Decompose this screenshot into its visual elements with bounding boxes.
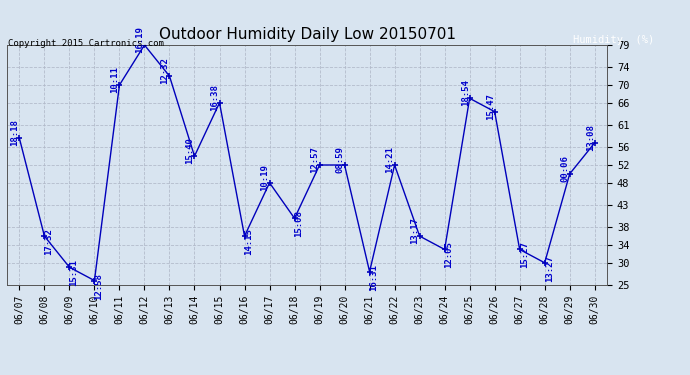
Text: 13:08: 13:08 — [586, 124, 595, 151]
Text: 12:57: 12:57 — [310, 146, 319, 173]
Text: 15:40: 15:40 — [186, 137, 195, 164]
Text: 12:58: 12:58 — [95, 273, 103, 300]
Text: 12:32: 12:32 — [161, 57, 170, 84]
Text: 08:59: 08:59 — [335, 146, 344, 173]
Text: 10:11: 10:11 — [110, 66, 119, 93]
Title: Outdoor Humidity Daily Low 20150701: Outdoor Humidity Daily Low 20150701 — [159, 27, 455, 42]
Text: 14:15: 14:15 — [244, 228, 253, 255]
Text: Copyright 2015 Cartronics.com: Copyright 2015 Cartronics.com — [8, 39, 164, 48]
Text: 18:18: 18:18 — [10, 119, 19, 146]
Text: 12:05: 12:05 — [444, 242, 453, 268]
Text: 14:21: 14:21 — [386, 146, 395, 173]
Text: 13:27: 13:27 — [544, 255, 553, 282]
Text: 17:32: 17:32 — [44, 228, 53, 255]
Text: 15:31: 15:31 — [70, 260, 79, 286]
Text: 15:08: 15:08 — [295, 210, 304, 237]
Text: 15:47: 15:47 — [486, 93, 495, 120]
Text: 16:19: 16:19 — [135, 26, 144, 53]
Text: 15:27: 15:27 — [520, 242, 529, 268]
Text: 16:31: 16:31 — [370, 264, 379, 291]
Text: 18:54: 18:54 — [461, 80, 470, 106]
Text: Humidity  (%): Humidity (%) — [573, 35, 654, 45]
Text: 10:19: 10:19 — [261, 164, 270, 190]
Text: 00:06: 00:06 — [561, 155, 570, 182]
Text: 16:38: 16:38 — [210, 84, 219, 111]
Text: 13:17: 13:17 — [411, 217, 420, 244]
